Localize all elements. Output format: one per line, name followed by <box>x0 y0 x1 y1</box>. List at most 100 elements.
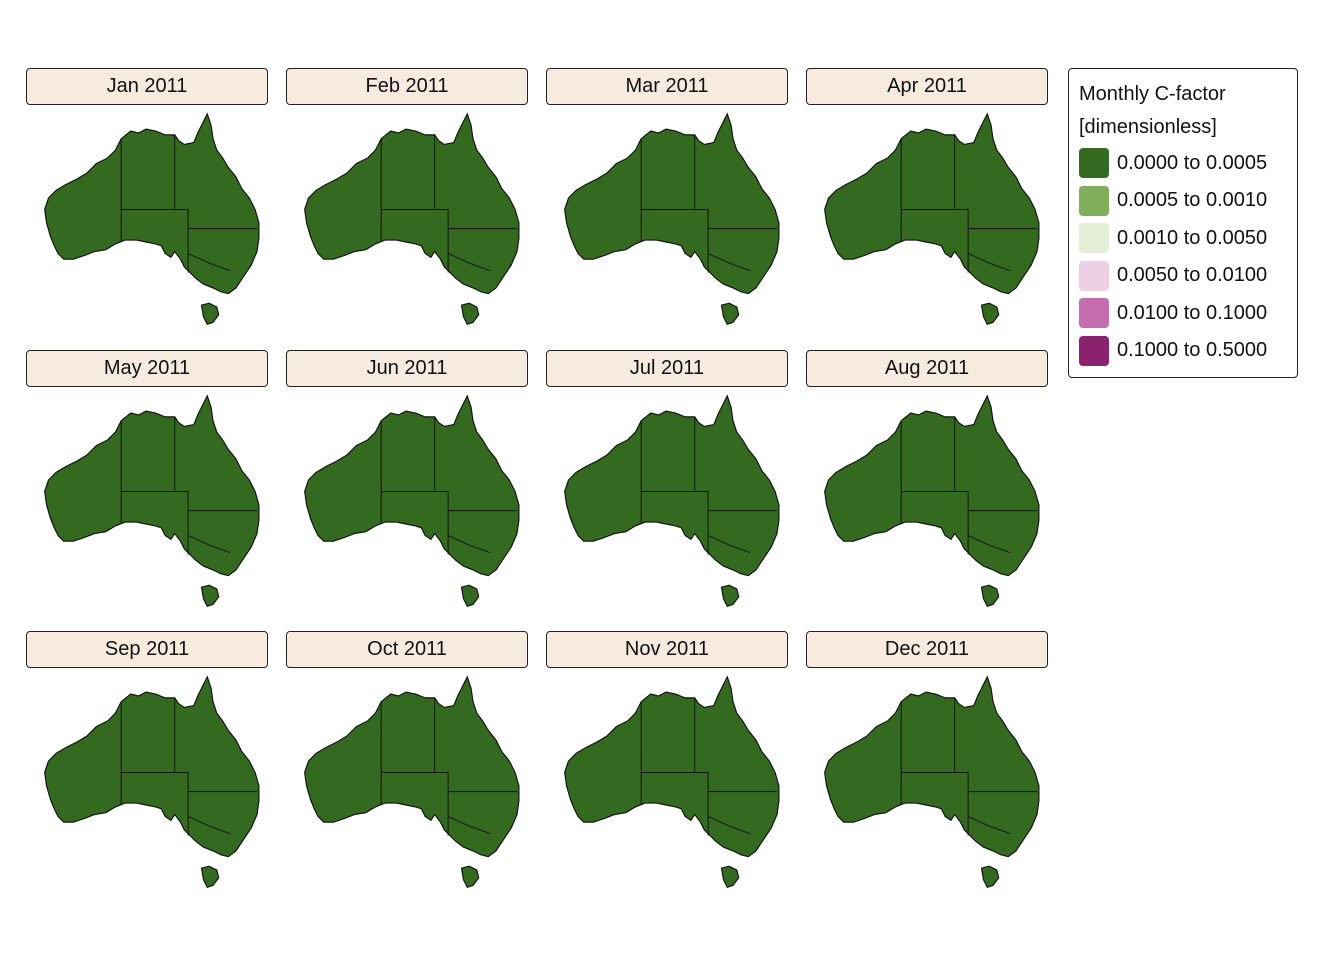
australia-map <box>44 675 260 888</box>
australia-map <box>44 112 260 325</box>
mainland-shape <box>824 112 1040 295</box>
state-border <box>187 816 231 835</box>
australia-map <box>304 675 520 888</box>
state-border <box>187 535 231 554</box>
state-border <box>447 535 491 554</box>
panel-title: Jun 2011 <box>286 350 528 387</box>
mainland-shape <box>44 112 260 295</box>
state-border <box>694 209 709 229</box>
legend-label: 0.0100 to 0.1000 <box>1117 301 1268 324</box>
map-panel: Sep 2011 <box>26 631 268 893</box>
state-border <box>707 816 751 835</box>
australia-map <box>824 394 1040 607</box>
legend-item: 0.0010 to 0.0050 <box>1079 222 1267 254</box>
legend-title: Monthly C-factor <box>1079 83 1226 105</box>
map-panel: Jan 2011 <box>26 68 268 330</box>
mainland-shape <box>44 675 260 858</box>
mainland-shape <box>824 394 1040 577</box>
state-border <box>954 209 969 229</box>
legend-swatch <box>1079 298 1109 328</box>
panel-title: Sep 2011 <box>26 631 268 668</box>
panel-title: Jul 2011 <box>546 350 788 387</box>
legend-swatch <box>1079 335 1109 366</box>
legend-label: 0.0010 to 0.0050 <box>1117 226 1268 249</box>
mainland-shape <box>44 394 260 577</box>
panel-title: Mar 2011 <box>546 68 788 105</box>
state-border <box>707 535 751 554</box>
australia-map <box>44 394 260 607</box>
tasmania-shape <box>460 865 480 888</box>
legend-item: 0.0050 to 0.0100 <box>1079 260 1267 292</box>
legend-label: 0.0000 to 0.0005 <box>1117 151 1268 174</box>
tasmania-shape <box>980 865 1000 888</box>
mainland-shape <box>824 675 1040 858</box>
map-panel: Mar 2011 <box>546 68 788 330</box>
australia-map <box>564 394 780 607</box>
state-border <box>174 772 189 792</box>
panel-title: Dec 2011 <box>806 631 1048 668</box>
state-border <box>954 491 969 511</box>
mainland-shape <box>304 394 520 577</box>
state-border <box>694 491 709 511</box>
map-panel: Dec 2011 <box>806 631 1048 893</box>
legend-item: 0.1000 to 0.5000 <box>1079 335 1267 367</box>
map-panel: Aug 2011 <box>806 350 1048 612</box>
tasmania-shape <box>720 302 740 325</box>
state-border <box>694 772 709 792</box>
panel-title: Apr 2011 <box>806 68 1048 105</box>
australia-map <box>564 675 780 888</box>
legend-label: 0.0050 to 0.0100 <box>1117 264 1268 286</box>
mainland-shape <box>304 112 520 295</box>
legend-units: [dimensionless] <box>1079 116 1217 138</box>
panel-title: Aug 2011 <box>806 350 1048 387</box>
panel-title: May 2011 <box>26 350 268 387</box>
state-border <box>174 209 189 229</box>
map-panel: May 2011 <box>26 350 268 612</box>
legend: Monthly C-factor [dimensionless] 0.0000 … <box>1068 68 1298 378</box>
australia-map <box>564 112 780 325</box>
state-border <box>434 772 449 792</box>
tasmania-shape <box>460 584 480 607</box>
australia-map <box>304 394 520 607</box>
tasmania-shape <box>200 865 220 888</box>
legend-item: 0.0005 to 0.0010 <box>1079 185 1267 217</box>
state-border <box>447 816 491 835</box>
legend-swatch <box>1079 185 1109 216</box>
state-border <box>434 491 449 511</box>
legend-swatch <box>1079 223 1109 253</box>
mainland-shape <box>564 112 780 295</box>
mainland-shape <box>304 675 520 858</box>
legend-swatch <box>1079 148 1109 178</box>
tasmania-shape <box>720 865 740 888</box>
tasmania-shape <box>980 302 1000 325</box>
state-border <box>967 816 1011 835</box>
map-panel: Nov 2011 <box>546 631 788 893</box>
legend-item: 0.0100 to 0.1000 <box>1079 297 1267 329</box>
panel-title: Nov 2011 <box>546 631 788 668</box>
mainland-shape <box>564 394 780 577</box>
map-panel: Apr 2011 <box>806 68 1048 330</box>
australia-map <box>824 675 1040 888</box>
state-border <box>187 253 231 272</box>
map-panel: Feb 2011 <box>286 68 528 330</box>
legend-swatch <box>1079 260 1109 291</box>
panel-title: Oct 2011 <box>286 631 528 668</box>
map-panel: Jun 2011 <box>286 350 528 612</box>
state-border <box>707 253 751 272</box>
state-border <box>434 209 449 229</box>
state-border <box>954 772 969 792</box>
state-border <box>447 253 491 272</box>
tasmania-shape <box>460 302 480 325</box>
tasmania-shape <box>720 584 740 607</box>
state-border <box>967 535 1011 554</box>
tasmania-shape <box>980 584 1000 607</box>
map-panel: Jul 2011 <box>546 350 788 612</box>
tasmania-shape <box>200 302 220 325</box>
legend-label: 0.1000 to 0.5000 <box>1117 339 1268 361</box>
state-border <box>174 491 189 511</box>
state-border <box>967 253 1011 272</box>
australia-map <box>304 112 520 325</box>
map-panel: Oct 2011 <box>286 631 528 893</box>
legend-label: 0.0005 to 0.0010 <box>1117 189 1268 211</box>
